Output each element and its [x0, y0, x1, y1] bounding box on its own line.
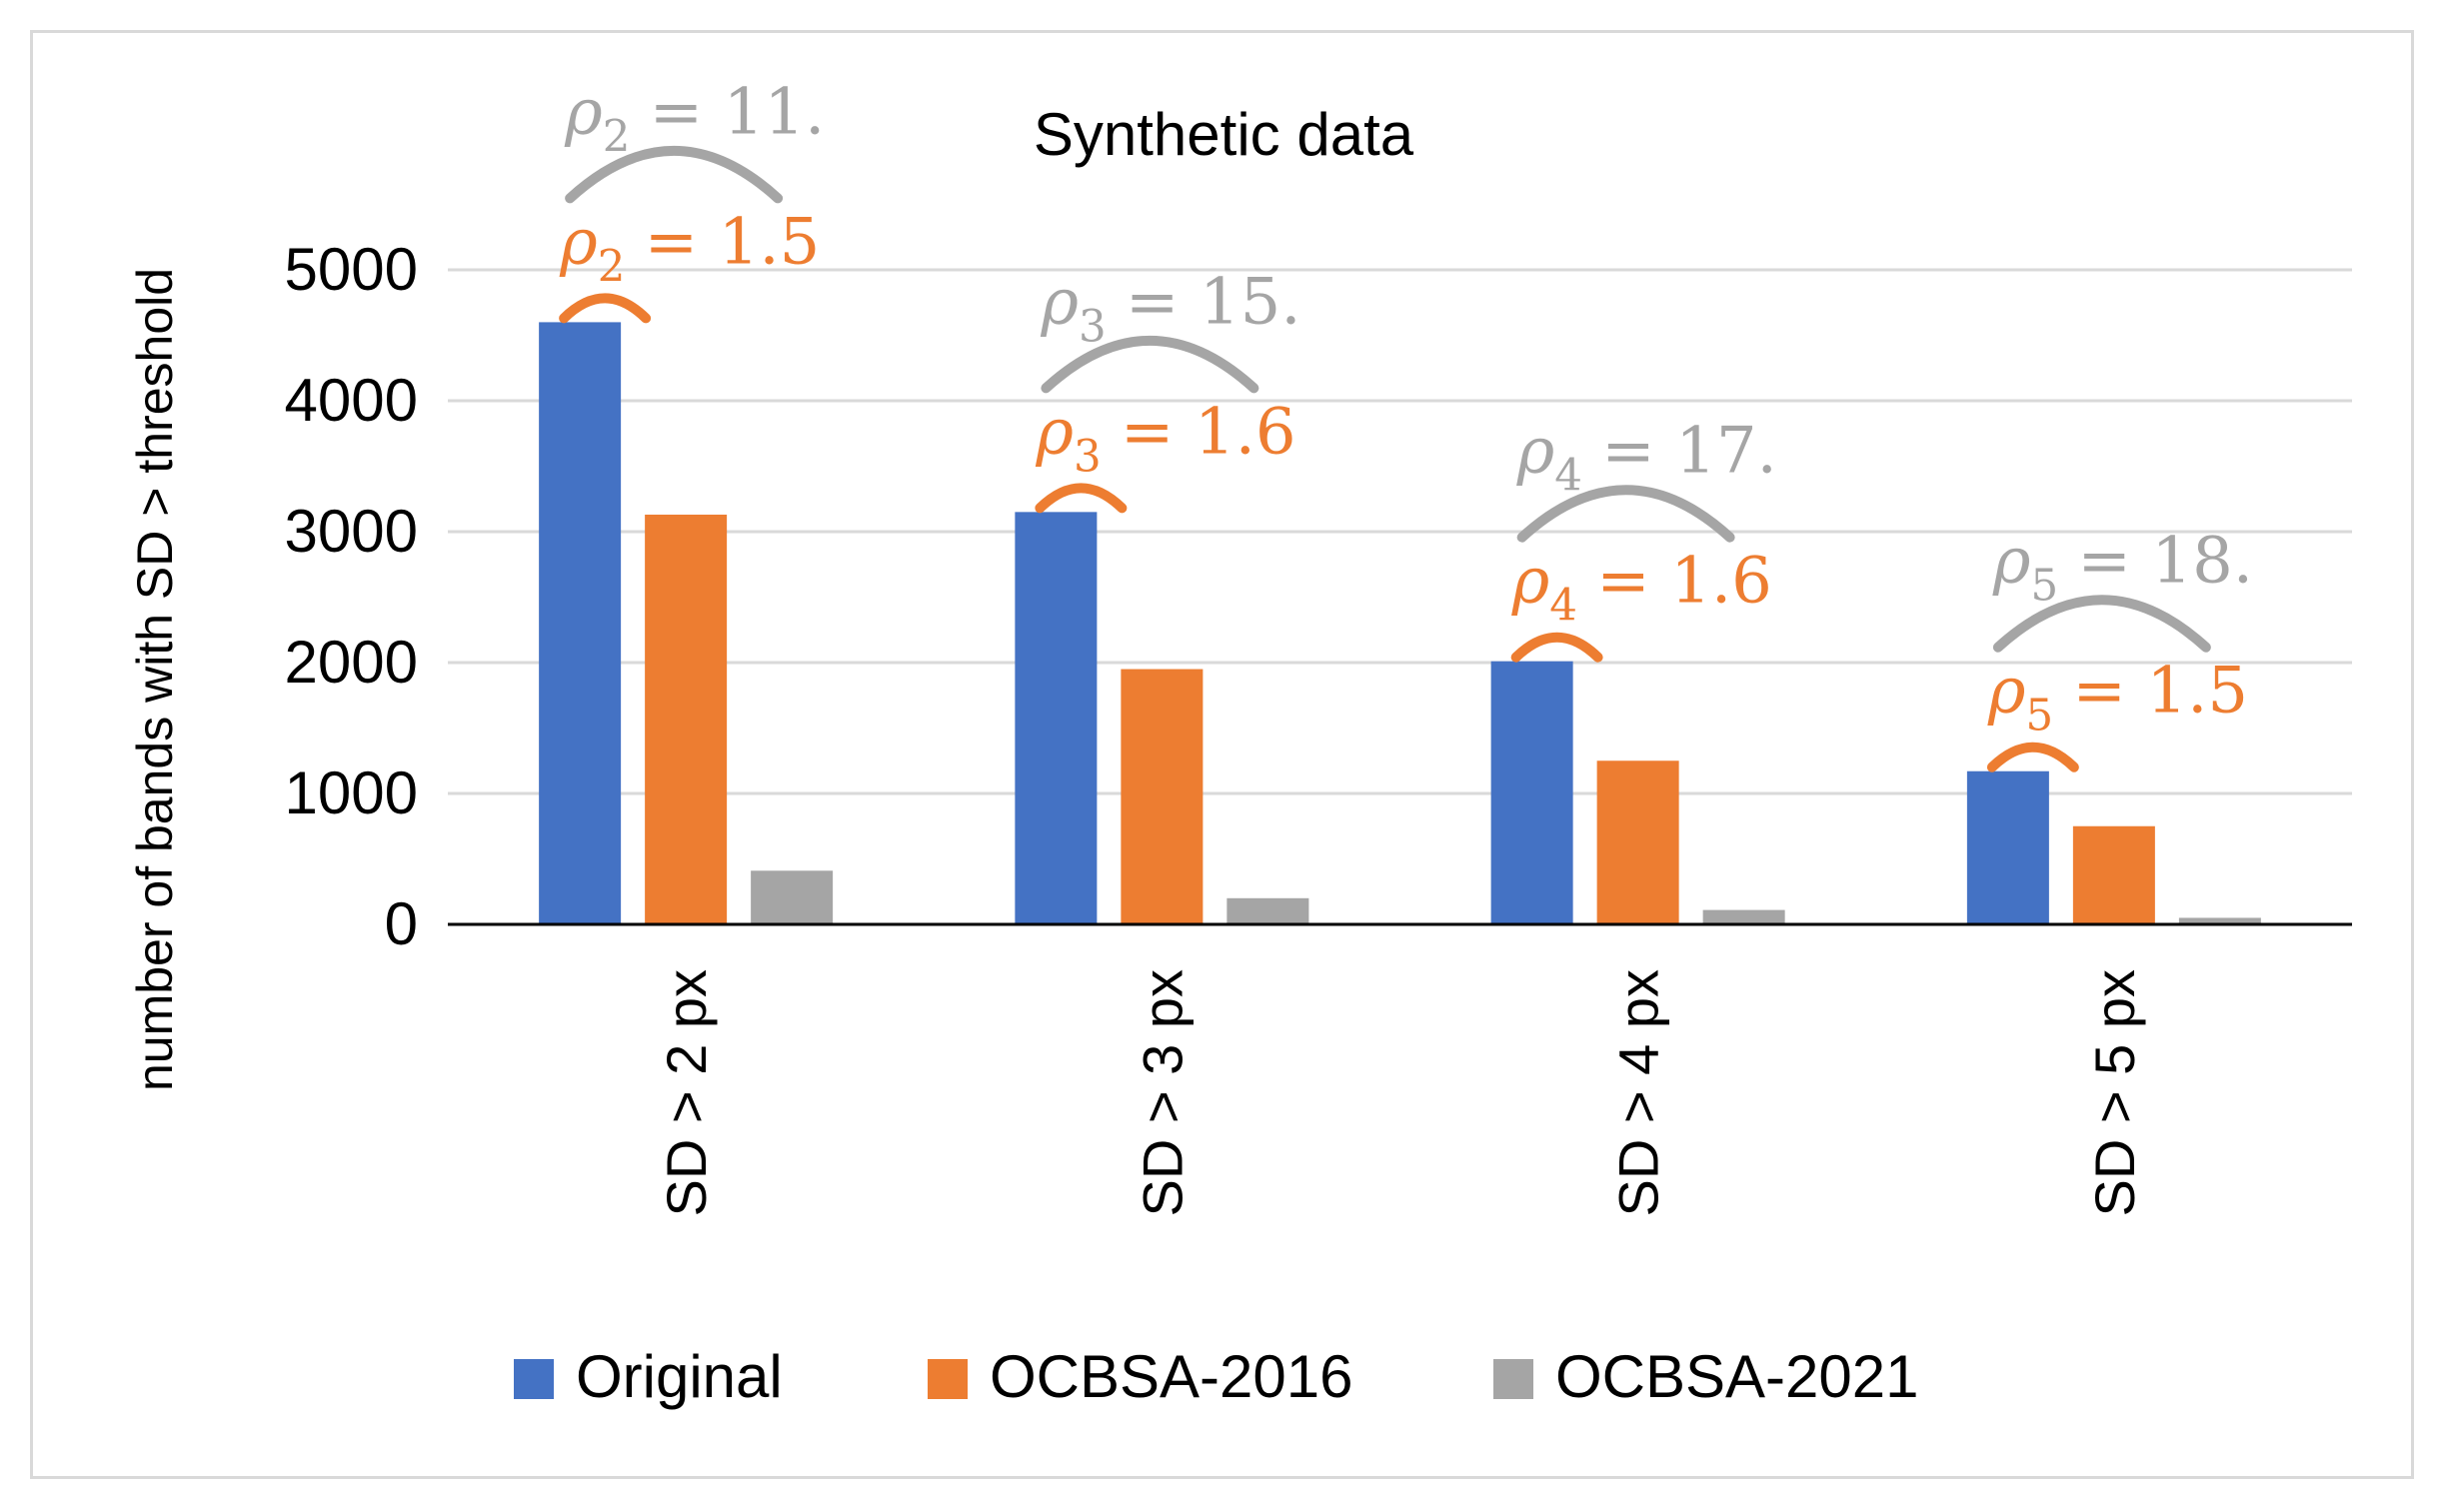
ratio-arc-orange-4: [1510, 632, 1603, 663]
legend-swatch-original: [514, 1359, 554, 1399]
legend-swatch-ocbsa-2021: [1493, 1359, 1533, 1399]
y-tick-label: 2000: [285, 629, 418, 696]
legend: Original OCBSA-2016 OCBSA-2021: [514, 1343, 1919, 1410]
x-tick-label-sd-5-px: SD > 5 px: [2083, 969, 2146, 1216]
ratio-arc-orange-5: [1986, 742, 2079, 772]
ratio-annotations: ρ2 = 1.5 ρ2 = 11. ρ3 = 1.6 ρ3 = 15. ρ4 = 1.6 ρ4 = 1…: [559, 75, 2253, 741]
bar-original-sd-4-px: [1490, 661, 1573, 924]
y-tick-label: 1000: [285, 759, 418, 826]
bar-ocbsa-2016-sd-4-px: [1596, 760, 1679, 924]
x-tick-label-sd-4-px: SD > 4 px: [1607, 969, 1670, 1216]
bars: [539, 322, 2261, 924]
legend-label-original: Original: [576, 1343, 783, 1410]
y-tick-label: 4000: [285, 367, 418, 434]
ratio-arcs: [559, 146, 2211, 772]
y-axis-label: number of bands with SD > threshold: [127, 268, 183, 1091]
ratio-label-orange-3: ρ3 = 1.6: [1035, 395, 1295, 482]
x-tick-label-sd-3-px: SD > 3 px: [1131, 969, 1194, 1216]
legend-swatch-ocbsa-2016: [928, 1359, 968, 1399]
ratio-label-orange-4: ρ4 = 1.6: [1511, 545, 1772, 632]
gridlines: [448, 268, 2352, 795]
ratio-label-orange-5: ρ5 = 1.5: [1987, 655, 2248, 742]
bar-ocbsa-2021-sd-3-px: [1226, 897, 1309, 924]
ratio-label-gray-3: ρ3 = 15.: [1040, 265, 1300, 352]
y-tick-label: 0: [385, 890, 418, 957]
chart-title: Synthetic data: [1034, 101, 1414, 168]
ratio-label-gray-5: ρ5 = 18.: [1992, 525, 2253, 612]
bar-ocbsa-2016-sd-5-px: [2072, 825, 2155, 924]
ratio-arc-orange-3: [1035, 483, 1128, 514]
x-tick-label-sd-2-px: SD > 2 px: [655, 969, 718, 1216]
ratio-label-gray-4: ρ4 = 17.: [1516, 415, 1777, 502]
bar-original-sd-5-px: [1966, 770, 2049, 924]
y-tick-label: 3000: [285, 498, 418, 565]
y-tick-labels: 0 1000 2000 3000 4000 5000: [285, 236, 418, 957]
legend-label-ocbsa-2021: OCBSA-2021: [1555, 1343, 1919, 1410]
bar-original-sd-2-px: [539, 322, 622, 924]
bar-original-sd-3-px: [1015, 512, 1098, 924]
bar-ocbsa-2021-sd-2-px: [751, 870, 834, 924]
bar-ocbsa-2016-sd-2-px: [645, 514, 728, 924]
ratio-label-gray-2: ρ2 = 11.: [564, 75, 825, 162]
x-tick-labels: SD > 2 px SD > 3 px SD > 4 px SD > 5 px: [655, 969, 2146, 1216]
legend-label-ocbsa-2016: OCBSA-2016: [990, 1343, 1353, 1410]
y-tick-label: 5000: [285, 236, 418, 303]
bar-ocbsa-2016-sd-3-px: [1121, 669, 1204, 924]
bar-ocbsa-2021-sd-4-px: [1702, 909, 1785, 924]
bar-ocbsa-2021-sd-5-px: [2178, 917, 2261, 924]
ratio-label-orange-2: ρ2 = 1.5: [559, 205, 820, 292]
ratio-arc-gray-3: [1041, 336, 1259, 394]
ratio-arc-orange-2: [559, 293, 652, 324]
ratio-arc-gray-5: [1992, 595, 2211, 653]
ratio-arc-gray-4: [1516, 485, 1735, 543]
ratio-arc-gray-2: [565, 146, 784, 204]
